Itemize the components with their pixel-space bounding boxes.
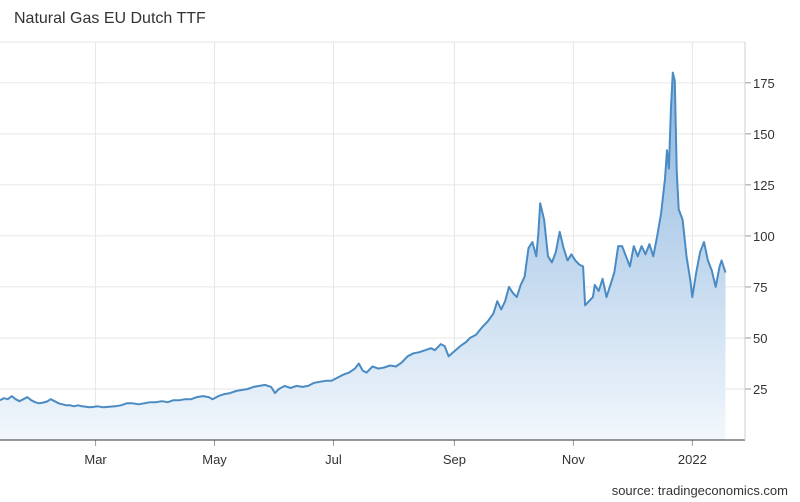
axis-layer: 25 50 75 100 125 150 175 Mar May Jul Sep Nov 2022 — [0, 42, 775, 467]
y-tick-label: 25 — [753, 382, 767, 397]
area-layer — [0, 71, 727, 440]
y-tick-label: 125 — [753, 178, 775, 193]
chart-title: Natural Gas EU Dutch TTF — [14, 10, 206, 27]
series-area-fill — [0, 72, 726, 440]
x-tick-label: Jul — [325, 452, 342, 467]
series-line — [0, 71, 727, 409]
source-credit: source: tradingeconomics.com — [611, 483, 788, 498]
x-tick-label: Sep — [443, 452, 466, 467]
y-tick-label: 50 — [753, 331, 767, 346]
y-tick-label: 150 — [753, 127, 775, 142]
y-tick-label: 100 — [753, 229, 775, 244]
x-tick-label: Mar — [84, 452, 107, 467]
x-tick-label: 2022 — [678, 452, 707, 467]
y-tick-label: 175 — [753, 76, 775, 91]
x-tick-label: May — [202, 452, 227, 467]
x-tick-label: Nov — [562, 452, 586, 467]
y-tick-label: 75 — [753, 280, 767, 295]
